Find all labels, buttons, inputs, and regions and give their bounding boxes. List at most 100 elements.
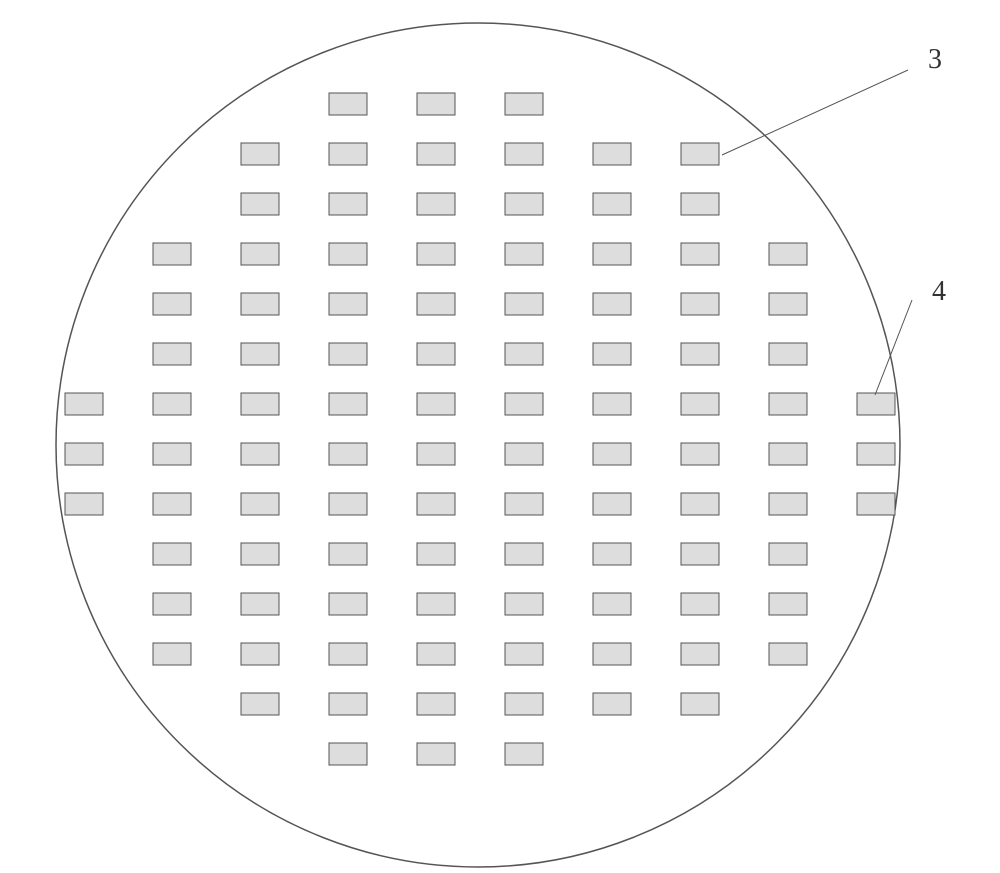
chip-rect — [505, 93, 543, 115]
chip-rect — [241, 593, 279, 615]
chip-rect — [505, 543, 543, 565]
chip-rect — [329, 343, 367, 365]
chip-rect — [505, 293, 543, 315]
chip-rect — [417, 543, 455, 565]
chip-rect — [329, 243, 367, 265]
chip-rect — [681, 143, 719, 165]
chip-rect — [241, 343, 279, 365]
chip-rect — [329, 593, 367, 615]
chip-rect — [241, 293, 279, 315]
chip-rect — [769, 293, 807, 315]
chip-rect — [769, 343, 807, 365]
chip-rect — [505, 343, 543, 365]
chip-rect — [593, 143, 631, 165]
chip-rect — [153, 643, 191, 665]
chip-rect — [505, 243, 543, 265]
chip-rect — [593, 343, 631, 365]
chip-rect — [417, 493, 455, 515]
chip-rect — [505, 193, 543, 215]
chip-rect — [329, 193, 367, 215]
chip-rect — [65, 493, 103, 515]
chip-rect — [681, 343, 719, 365]
chip-rect — [681, 643, 719, 665]
chip-rect — [505, 743, 543, 765]
chip-rect — [329, 293, 367, 315]
chip-rect — [681, 543, 719, 565]
chip-rect — [769, 543, 807, 565]
chip-rect — [329, 143, 367, 165]
chip-rect — [857, 443, 895, 465]
chip-rect — [417, 143, 455, 165]
chip-rect — [681, 693, 719, 715]
chip-rect — [593, 193, 631, 215]
chip-rect — [769, 643, 807, 665]
chip-rect — [417, 743, 455, 765]
chip-rect — [505, 493, 543, 515]
chip-rect — [241, 543, 279, 565]
chip-rect — [681, 443, 719, 465]
chip-rect — [417, 593, 455, 615]
chip-rect — [153, 393, 191, 415]
chip-rect — [417, 393, 455, 415]
chip-rect — [769, 393, 807, 415]
chip-rect — [241, 693, 279, 715]
chip-rect — [417, 343, 455, 365]
callout-label: 4 — [932, 276, 946, 307]
chip-rect — [329, 93, 367, 115]
chip-rect — [593, 543, 631, 565]
chip-rect — [241, 443, 279, 465]
chip-rect — [593, 493, 631, 515]
chip-rect — [417, 293, 455, 315]
chip-rect — [153, 493, 191, 515]
chip-rect — [593, 593, 631, 615]
chip-rect — [593, 443, 631, 465]
chip-rect — [329, 393, 367, 415]
chip-rect — [681, 593, 719, 615]
chip-rect — [241, 243, 279, 265]
chip-rect — [593, 693, 631, 715]
chip-rect — [241, 193, 279, 215]
chip-rect — [681, 393, 719, 415]
chip-rect — [769, 493, 807, 515]
chip-rect — [153, 593, 191, 615]
callout-label: 3 — [928, 44, 942, 75]
chip-rect — [769, 243, 807, 265]
chip-rect — [153, 343, 191, 365]
chip-rect — [153, 443, 191, 465]
chip-rect — [329, 443, 367, 465]
chip-rect — [505, 443, 543, 465]
chip-rect — [329, 493, 367, 515]
chip-rect — [681, 243, 719, 265]
chip-rect — [65, 443, 103, 465]
wafer-diagram: 34 — [0, 0, 1000, 873]
chip-rect — [417, 443, 455, 465]
chip-rect — [593, 643, 631, 665]
chip-rect — [153, 293, 191, 315]
chip-rect — [593, 393, 631, 415]
chip-rect — [417, 693, 455, 715]
chip-rect — [329, 743, 367, 765]
chip-rect — [65, 393, 103, 415]
chip-rect — [681, 493, 719, 515]
chip-rect — [329, 693, 367, 715]
chip-rect — [857, 493, 895, 515]
chip-rect — [769, 593, 807, 615]
chip-rect — [857, 393, 895, 415]
chip-rect — [241, 643, 279, 665]
chip-rect — [681, 293, 719, 315]
chip-rect — [505, 593, 543, 615]
chip-rect — [153, 243, 191, 265]
chip-rect — [417, 643, 455, 665]
chip-rect — [241, 393, 279, 415]
chip-rect — [505, 643, 543, 665]
chip-rect — [769, 443, 807, 465]
chip-rect — [681, 193, 719, 215]
chip-rect — [593, 293, 631, 315]
chip-rect — [329, 643, 367, 665]
chip-rect — [153, 543, 191, 565]
chip-rect — [241, 493, 279, 515]
chip-rect — [329, 543, 367, 565]
chip-rect — [417, 243, 455, 265]
chip-rect — [417, 193, 455, 215]
chip-rect — [417, 93, 455, 115]
